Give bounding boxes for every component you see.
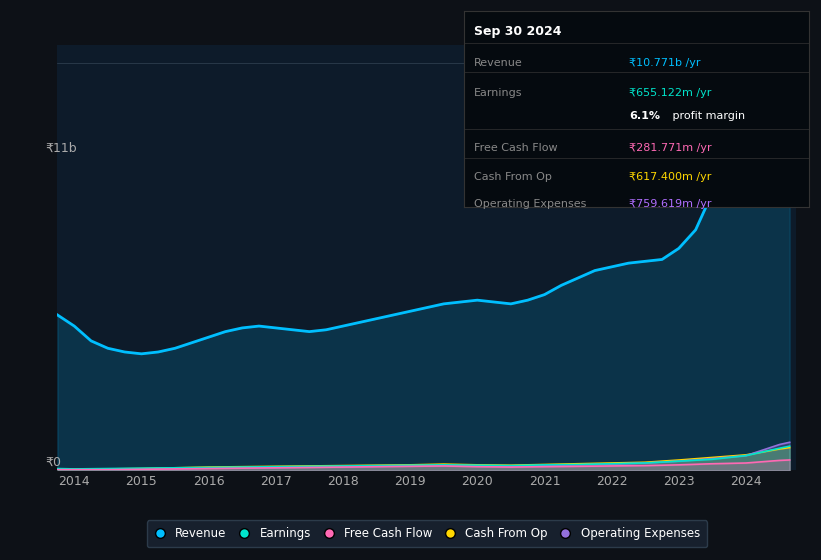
Text: 6.1%: 6.1% <box>630 111 660 121</box>
Legend: Revenue, Earnings, Free Cash Flow, Cash From Op, Operating Expenses: Revenue, Earnings, Free Cash Flow, Cash … <box>147 520 707 548</box>
Text: ₹759.619m /yr: ₹759.619m /yr <box>630 199 712 209</box>
Text: ₹617.400m /yr: ₹617.400m /yr <box>630 172 712 182</box>
Text: profit margin: profit margin <box>669 111 745 121</box>
Text: ₹655.122m /yr: ₹655.122m /yr <box>630 88 712 97</box>
Text: Free Cash Flow: Free Cash Flow <box>475 142 557 152</box>
Text: ₹10.771b /yr: ₹10.771b /yr <box>630 58 701 68</box>
Text: Earnings: Earnings <box>475 88 523 97</box>
Text: ₹11b: ₹11b <box>45 142 77 155</box>
Text: Cash From Op: Cash From Op <box>475 172 552 182</box>
Text: ₹281.771m /yr: ₹281.771m /yr <box>630 142 712 152</box>
Text: Revenue: Revenue <box>475 58 523 68</box>
Text: ₹0: ₹0 <box>45 455 61 469</box>
Text: Operating Expenses: Operating Expenses <box>475 199 586 209</box>
Text: Sep 30 2024: Sep 30 2024 <box>475 25 562 38</box>
